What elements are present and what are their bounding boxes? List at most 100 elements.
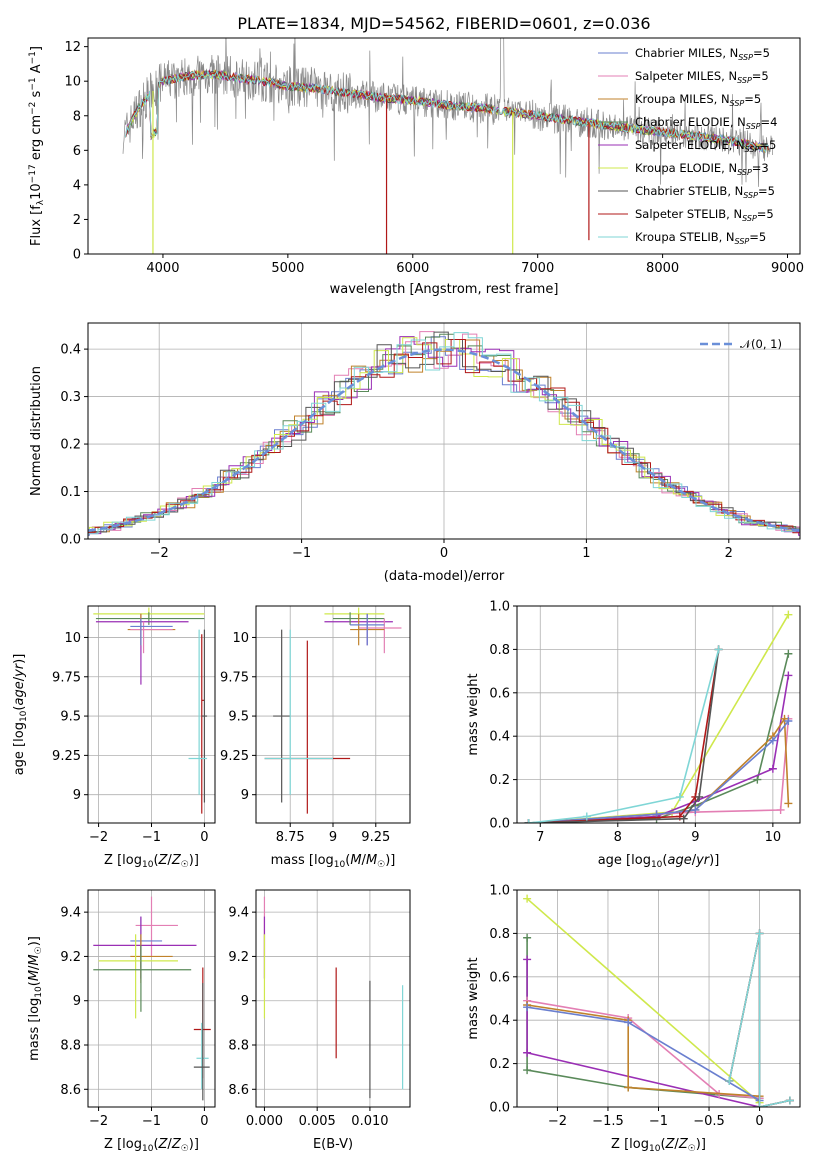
weight-marker	[725, 1076, 734, 1085]
x-tick-label: 2	[725, 546, 733, 561]
legend-label-suffix: =5	[752, 69, 769, 83]
y-axis-label: Flux [fλ10−17 erg cm−2 s−1 A−1]	[28, 46, 46, 246]
label-part: ☉	[688, 1144, 696, 1154]
legend-label: Salpeter MILES, NSSP=5	[635, 69, 769, 85]
y-tick-label: 8.8	[60, 1039, 81, 1054]
legend-label-suffix: =4	[761, 115, 778, 129]
x-tick-label: 10	[765, 830, 782, 845]
y-tick-label: 2	[73, 213, 81, 228]
label-part: A	[29, 64, 44, 77]
axes-frame	[87, 37, 801, 255]
normal-curve-line	[88, 348, 800, 532]
y-tick-label: 8.6	[228, 1083, 249, 1098]
weight-marker	[755, 929, 764, 938]
legend-label-sub: SSP	[745, 145, 760, 154]
label-part: 10	[142, 1144, 154, 1154]
y-tick-label: 10	[64, 631, 81, 646]
y-axis-label: mass weight	[466, 957, 481, 1039]
legend-label-main: Salpeter STELIB, N	[635, 207, 742, 221]
label-part: (	[12, 706, 27, 711]
y-tick-label: 0.4	[489, 1014, 510, 1029]
label-part: M	[350, 853, 361, 868]
y-tick-label: 8	[73, 109, 81, 124]
label-part: (	[660, 1137, 665, 1152]
y-tick-label: 0.1	[60, 485, 81, 500]
x-tick-label: 8.75	[276, 830, 305, 845]
y-tick-label: 10	[64, 75, 81, 90]
label-part: )]	[27, 936, 42, 946]
weight-marker	[523, 933, 532, 942]
label-part: Z	[665, 1137, 676, 1152]
y-tick-label: 9.2	[60, 950, 81, 965]
x-tick-label: 8000	[646, 261, 679, 276]
label-part: (	[153, 1137, 158, 1152]
label-part: Flux [f	[29, 205, 44, 246]
label-part: (	[662, 853, 667, 868]
x-axis-label: wavelength [Angstrom, rest frame]	[330, 282, 559, 297]
label-part: (	[153, 853, 158, 868]
y-tick-label: 0.4	[60, 343, 81, 358]
label-part: Z	[678, 1137, 689, 1152]
label-part: mass [log	[27, 998, 42, 1061]
weight-marker	[679, 814, 688, 823]
legend-label: Kroupa ELODIE, NSSP=3	[635, 161, 769, 177]
x-tick-label: −1	[292, 546, 311, 561]
plot-area	[524, 610, 793, 823]
weight-marker	[755, 1103, 764, 1107]
label-part: /	[692, 853, 697, 868]
x-tick-label: 0.005	[299, 1114, 336, 1129]
label-part: Z	[158, 853, 169, 868]
x-tick-label: 0	[440, 546, 448, 561]
weight-line-kroupa-elodie	[526, 898, 761, 1104]
y-tick-label: 6	[73, 144, 81, 159]
legend-label: Kroupa MILES, NSSP=5	[635, 92, 761, 108]
x-axis-label: Z [log10(Z/Z☉)]	[104, 853, 199, 870]
axes-frame	[87, 605, 216, 824]
label-part: mass [log	[271, 853, 334, 868]
label-part: 10	[34, 986, 44, 998]
legend-label-main: Kroupa ELODIE, N	[635, 161, 737, 175]
x-axis-label: Z [log10(Z/Z☉)]	[611, 1137, 706, 1154]
label-part: Z [log	[104, 853, 142, 868]
errorbar-point	[98, 934, 178, 1019]
legend-label-main: Salpeter MILES, N	[635, 69, 737, 83]
y-tick-label: 9.4	[228, 906, 249, 921]
y-tick-label: 0.0	[60, 533, 81, 548]
label-part: s	[29, 90, 44, 101]
label-part: 10	[649, 1144, 661, 1154]
legend-label-main: Chabrier STELIB, N	[635, 184, 743, 198]
x-tick-label: −2	[548, 1114, 567, 1129]
label-part: )]	[709, 853, 719, 868]
label-part: /	[674, 1137, 679, 1152]
legend-label-sub: SSP	[742, 214, 757, 223]
y-axis-label: age [log10(age/yr)]	[12, 654, 29, 776]
histogram-kroupa-stelib	[88, 332, 800, 535]
y-tick-label: 9.75	[52, 670, 81, 685]
weight-line-kroupa-stelib	[528, 649, 720, 823]
weight-marker	[714, 645, 723, 654]
y-tick-label: 9.5	[60, 710, 81, 725]
y-tick-label: 9.75	[220, 670, 249, 685]
y-tick-label: 9	[241, 994, 249, 1009]
legend-label-main: Kroupa STELIB, N	[635, 230, 735, 244]
y-tick-label: 0.6	[489, 970, 510, 985]
legend-label-main: Chabrier MILES, N	[635, 46, 738, 60]
y-tick-label: 9.4	[60, 906, 81, 921]
weight-marker	[524, 819, 533, 823]
label-part: M	[27, 970, 42, 981]
errorbar-point	[201, 629, 208, 803]
panel-spectrum: 4000 5000 6000 7000 8000 9000 0 2 4 6 8 10 12 wavelen…	[28, 37, 804, 297]
label-part: ☉	[181, 860, 189, 870]
figure-title: PLATE=1834, MJD=54562, FIBERID=0601, z=0…	[237, 14, 650, 33]
x-tick-label: 5000	[271, 261, 304, 276]
axes-frame	[87, 322, 801, 540]
panel-mass_vs_Z: −2 −1 08.68.899.29.4Z [log10(Z/Z☉)]mass [l…	[27, 889, 216, 1154]
y-tick-label: 9.5	[228, 710, 249, 725]
y-tick-label: 0.4	[489, 730, 510, 745]
label-part: (	[27, 981, 42, 986]
y-tick-label: 0.2	[60, 438, 81, 453]
plot-area	[523, 894, 794, 1107]
weight-marker	[785, 1096, 794, 1105]
weight-marker	[523, 1048, 532, 1057]
y-tick-label: 9.25	[220, 749, 249, 764]
